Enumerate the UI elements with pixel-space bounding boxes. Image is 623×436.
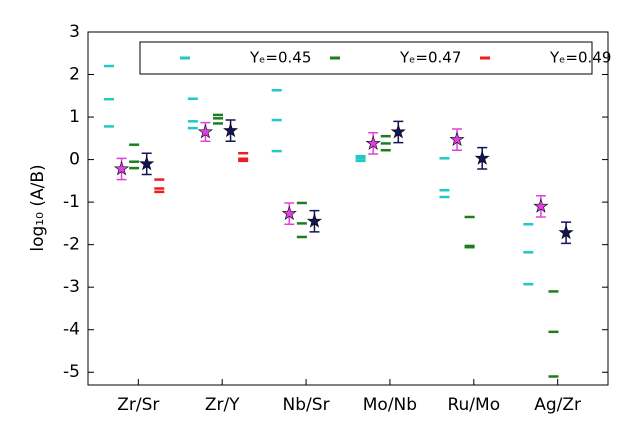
y-axis-label: log₁₀ (A/B) — [28, 164, 48, 251]
y-tick-label: -4 — [63, 320, 80, 340]
x-tick-label: Ru/Mo — [447, 395, 500, 415]
star-marker — [281, 205, 297, 221]
star-marker — [306, 213, 322, 228]
star-marker — [197, 124, 213, 139]
y-tick-label: 2 — [69, 65, 80, 85]
legend-label: Yₑ=0.47 — [399, 49, 461, 67]
star-marker — [390, 124, 406, 139]
y-tick-label: 1 — [69, 107, 80, 127]
legend-label: Yₑ=0.45 — [249, 49, 311, 67]
y-tick-label: 3 — [69, 22, 80, 42]
star-marker — [223, 122, 239, 138]
y-tick-label: -5 — [63, 362, 80, 382]
legend-label: Yₑ=0.49 — [549, 49, 611, 67]
y-tick-label: -1 — [63, 192, 80, 212]
y-tick-label: 0 — [69, 150, 80, 170]
plot-frame — [87, 31, 609, 386]
legend-box — [139, 41, 593, 75]
star-marker — [449, 131, 465, 146]
star-marker — [558, 224, 574, 240]
x-tick-label: Ag/Zr — [534, 395, 581, 415]
star-marker — [114, 161, 130, 176]
x-tick-label: Zr/Sr — [117, 395, 159, 415]
star-marker — [533, 198, 549, 213]
star-marker — [365, 135, 381, 150]
y-tick-label: -2 — [63, 235, 80, 255]
star-marker — [139, 155, 155, 171]
star-marker — [474, 150, 490, 165]
x-tick-label: Nb/Sr — [283, 395, 330, 415]
x-tick-label: Zr/Y — [205, 395, 240, 415]
x-tick-label: Mo/Nb — [363, 395, 417, 415]
y-tick-label: -3 — [63, 277, 80, 297]
